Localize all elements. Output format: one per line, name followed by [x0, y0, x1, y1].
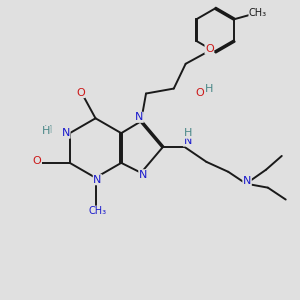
- Text: H: H: [44, 125, 52, 135]
- Text: O: O: [195, 88, 204, 98]
- Text: N: N: [61, 128, 70, 138]
- Text: N: N: [183, 136, 192, 146]
- Text: N: N: [139, 170, 147, 180]
- Text: O: O: [205, 44, 214, 54]
- Text: H: H: [42, 126, 50, 136]
- Text: N: N: [243, 176, 251, 186]
- Text: O: O: [33, 156, 41, 166]
- Text: H: H: [183, 128, 192, 138]
- Text: N: N: [135, 112, 143, 122]
- Text: O: O: [76, 88, 85, 98]
- Text: H: H: [205, 84, 214, 94]
- Text: N: N: [93, 175, 102, 185]
- Text: CH₃: CH₃: [249, 8, 267, 18]
- Text: CH₃: CH₃: [88, 206, 106, 216]
